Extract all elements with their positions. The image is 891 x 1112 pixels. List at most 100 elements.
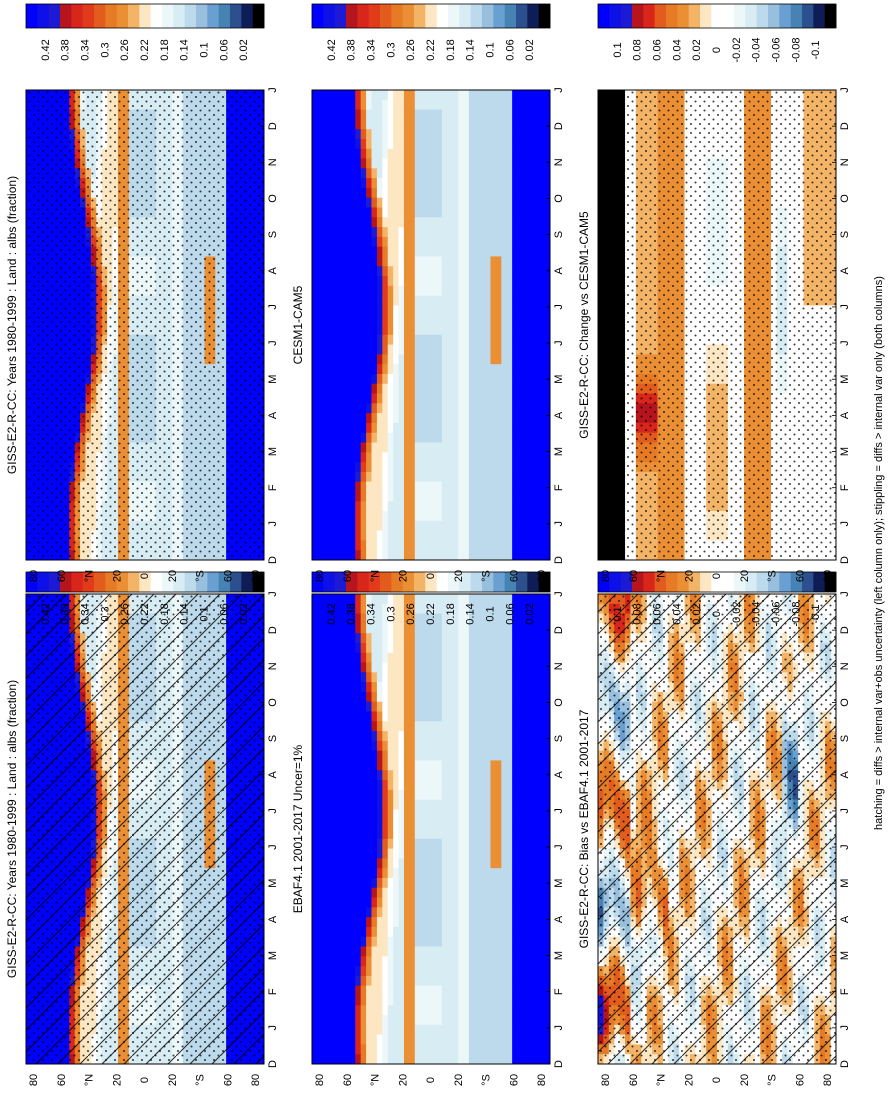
- heatmap-cell: [339, 712, 345, 722]
- heatmap-cell: [442, 672, 448, 682]
- heatmap-cell: [366, 702, 372, 712]
- heatmap-cell: [469, 672, 475, 682]
- heatmap-cell: [393, 633, 399, 643]
- heatmap-cell: [334, 653, 340, 663]
- heatmap-cell: [485, 623, 491, 633]
- heatmap-cell: [312, 623, 318, 633]
- heatmap-cell: [382, 712, 388, 722]
- x-tick-label: J: [267, 1025, 279, 1031]
- heatmap-cell: [436, 623, 442, 633]
- heatmap-cell: [491, 692, 497, 702]
- y-tick-label: °N: [84, 1074, 96, 1086]
- heatmap-cell: [496, 692, 502, 702]
- x-tick-label: J: [267, 591, 279, 597]
- heatmap-cell: [328, 731, 334, 741]
- heatmap-cell: [404, 712, 410, 722]
- heatmap-cell: [496, 672, 502, 682]
- heatmap-cell: [431, 643, 437, 653]
- colorbar-swatch: [207, 4, 219, 28]
- heatmap-cell: [399, 604, 405, 614]
- heatmap-cell: [317, 623, 323, 633]
- heatmap-cell: [409, 594, 415, 604]
- heatmap-cell: [399, 623, 405, 633]
- heatmap-cell: [528, 682, 534, 692]
- heatmap-cell: [399, 702, 405, 712]
- heatmap-cell: [399, 672, 405, 682]
- heatmap-cell: [334, 702, 340, 712]
- x-tick-label: M: [267, 879, 279, 888]
- heatmap-cell: [463, 712, 469, 722]
- heatmap-cell: [463, 692, 469, 702]
- heatmap-cell: [469, 653, 475, 663]
- heatmap-cell: [399, 712, 405, 722]
- heatmap-cell: [523, 702, 529, 712]
- heatmap-cell: [372, 672, 378, 682]
- heatmap-cell: [523, 643, 529, 653]
- heatmap-cell: [458, 721, 464, 731]
- heatmap-cell: [453, 682, 459, 692]
- heatmap-cell: [415, 672, 421, 682]
- heatmap-cell: [442, 682, 448, 692]
- heatmap-cell: [534, 653, 540, 663]
- heatmap-cell: [474, 721, 480, 731]
- heatmap-cell: [323, 643, 329, 653]
- heatmap-cell: [442, 702, 448, 712]
- heatmap-cell: [431, 663, 437, 673]
- heatmap-cell: [528, 712, 534, 722]
- colorbar-swatch: [139, 4, 151, 28]
- heatmap-cell: [453, 692, 459, 702]
- heatmap-cell: [409, 702, 415, 712]
- y-tick-label: 20: [111, 1074, 123, 1086]
- colorbar-label: 0.3: [99, 606, 111, 621]
- heatmap-cell: [366, 721, 372, 731]
- heatmap-cell: [458, 633, 464, 643]
- heatmap-cell: [372, 692, 378, 702]
- heatmap-cell: [339, 623, 345, 633]
- heatmap-cell: [399, 653, 405, 663]
- colorbar-label: 0.26: [119, 39, 131, 60]
- heatmap-cell: [501, 633, 507, 643]
- x-tick-label: N: [267, 158, 279, 166]
- heatmap-cell: [436, 604, 442, 614]
- heatmap-cell: [442, 653, 448, 663]
- heatmap-cell: [496, 633, 502, 643]
- heatmap-cell: [501, 702, 507, 712]
- heatmap-cell: [377, 663, 383, 673]
- heatmap-cell: [528, 721, 534, 731]
- heatmap-cell: [355, 712, 361, 722]
- heatmap-cell: [312, 633, 318, 643]
- heatmap-cell: [528, 594, 534, 604]
- heatmap-cell: [534, 594, 540, 604]
- heatmap-cell: [420, 702, 426, 712]
- heatmap-cell: [361, 692, 367, 702]
- heatmap-cell: [491, 633, 497, 643]
- x-tick-label: D: [267, 626, 279, 634]
- heatmap-cell: [480, 633, 486, 643]
- heatmap-cell: [404, 672, 410, 682]
- heatmap-cell: [372, 712, 378, 722]
- heatmap-cell: [344, 721, 350, 731]
- heatmap-cell: [458, 692, 464, 702]
- heatmap-cell: [496, 663, 502, 673]
- heatmap-cell: [328, 653, 334, 663]
- heatmap-cell: [312, 614, 318, 624]
- heatmap-cell: [485, 633, 491, 643]
- heatmap-cell: [491, 623, 497, 633]
- heatmap-cell: [372, 643, 378, 653]
- colorbar-label: 0.42: [40, 603, 52, 624]
- heatmap-cell: [431, 682, 437, 692]
- heatmap-cell: [420, 633, 426, 643]
- heatmap-cell: [350, 663, 356, 673]
- heatmap-cell: [426, 692, 432, 702]
- colorbar-swatch: [71, 572, 83, 592]
- heatmap-cell: [496, 594, 502, 604]
- heatmap-cell: [372, 663, 378, 673]
- heatmap-cell: [436, 594, 442, 604]
- heatmap-cell: [426, 633, 432, 643]
- heatmap-cell: [328, 594, 334, 604]
- heatmap-cell: [539, 623, 545, 633]
- x-tick-label: A: [267, 411, 279, 419]
- heatmap-cell: [447, 653, 453, 663]
- heatmap-cell: [491, 721, 497, 731]
- heatmap-cell: [518, 712, 524, 722]
